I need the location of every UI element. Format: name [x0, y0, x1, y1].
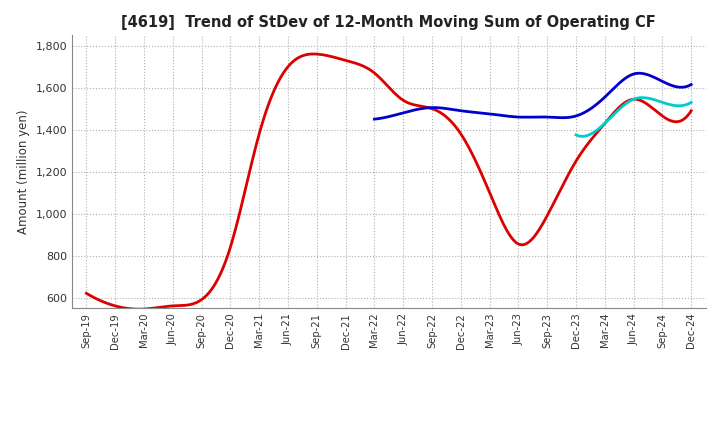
3 Years: [82, 291, 91, 296]
7 Years: [572, 132, 581, 138]
Line: 5 Years: 5 Years: [374, 73, 691, 119]
Title: [4619]  Trend of StDev of 12-Month Moving Sum of Operating CF: [4619] Trend of StDev of 12-Month Moving…: [122, 15, 656, 30]
5 Years: [564, 115, 572, 120]
3 Years: [444, 116, 453, 121]
7 Years: [638, 95, 647, 100]
7 Years: [572, 132, 580, 138]
Y-axis label: Amount (million yen): Amount (million yen): [17, 110, 30, 234]
Line: 7 Years: 7 Years: [576, 98, 691, 136]
7 Years: [641, 95, 649, 100]
5 Years: [557, 115, 566, 120]
7 Years: [677, 103, 685, 108]
5 Years: [635, 70, 644, 76]
3 Years: [596, 126, 605, 132]
3 Years: [446, 118, 455, 124]
7 Years: [643, 95, 652, 101]
5 Years: [687, 82, 696, 87]
7 Years: [687, 100, 696, 105]
3 Years: [84, 292, 93, 297]
7 Years: [641, 95, 649, 100]
Line: 3 Years: 3 Years: [86, 54, 691, 309]
3 Years: [687, 108, 696, 114]
3 Years: [135, 307, 143, 312]
5 Years: [658, 79, 667, 84]
5 Years: [370, 117, 379, 122]
5 Years: [371, 117, 379, 122]
3 Years: [634, 97, 643, 103]
5 Years: [638, 71, 647, 76]
7 Years: [670, 103, 678, 108]
3 Years: [309, 51, 318, 57]
3 Years: [456, 131, 465, 136]
7 Years: [578, 134, 587, 139]
5 Years: [559, 115, 567, 120]
